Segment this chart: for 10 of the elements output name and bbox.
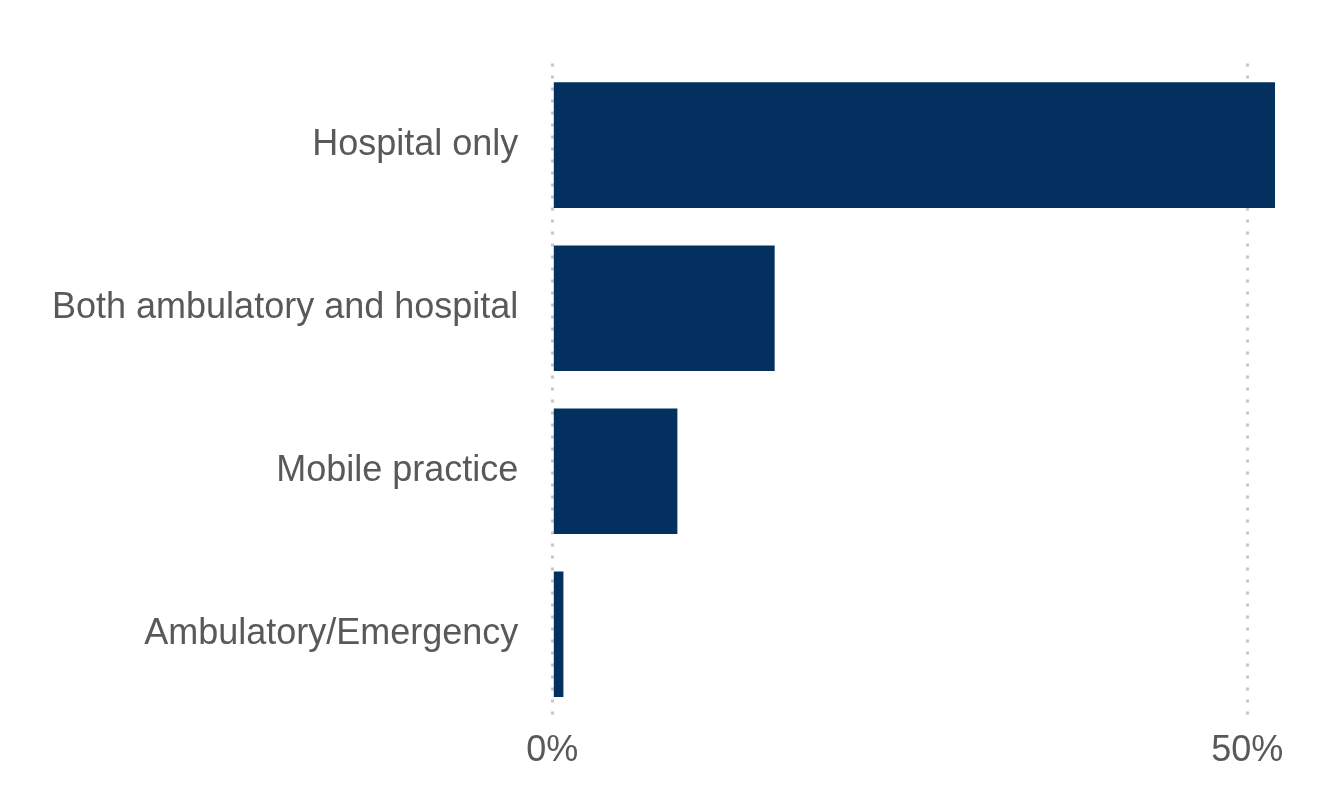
x-tick-label: 50%: [1211, 728, 1284, 770]
y-tick-label: Hospital only: [312, 122, 519, 164]
y-tick-label: Mobile practice: [276, 448, 519, 490]
bar: [553, 408, 678, 534]
bar: [553, 245, 775, 371]
x-tick-label: 0%: [526, 728, 579, 770]
y-tick-label: Ambulatory/Emergency: [144, 611, 519, 653]
y-tick-label: Both ambulatory and hospital: [52, 285, 519, 327]
bar: [553, 571, 564, 698]
bar: [553, 82, 1275, 208]
